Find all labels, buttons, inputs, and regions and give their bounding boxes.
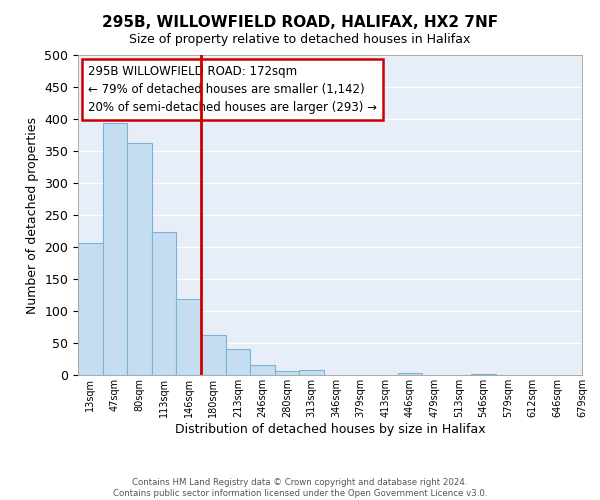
Bar [226, 349, 250, 375]
X-axis label: Distribution of detached houses by size in Halifax: Distribution of detached houses by size … [175, 422, 485, 436]
Bar [78, 242, 103, 375]
Text: Size of property relative to detached houses in Halifax: Size of property relative to detached ho… [130, 32, 470, 46]
Bar [398, 373, 422, 375]
Bar [472, 374, 496, 375]
Bar [275, 370, 299, 375]
Text: Contains HM Land Registry data © Crown copyright and database right 2024.
Contai: Contains HM Land Registry data © Crown c… [113, 478, 487, 498]
Text: 295B WILLOWFIELD ROAD: 172sqm
← 79% of detached houses are smaller (1,142)
20% o: 295B WILLOWFIELD ROAD: 172sqm ← 79% of d… [88, 64, 377, 114]
Bar [250, 365, 275, 375]
Bar [299, 370, 324, 375]
Text: 295B, WILLOWFIELD ROAD, HALIFAX, HX2 7NF: 295B, WILLOWFIELD ROAD, HALIFAX, HX2 7NF [102, 15, 498, 30]
Bar [176, 300, 201, 375]
Bar [152, 232, 176, 375]
Bar [201, 334, 226, 375]
Bar [103, 124, 127, 375]
Y-axis label: Number of detached properties: Number of detached properties [26, 116, 39, 314]
Bar [127, 144, 152, 375]
